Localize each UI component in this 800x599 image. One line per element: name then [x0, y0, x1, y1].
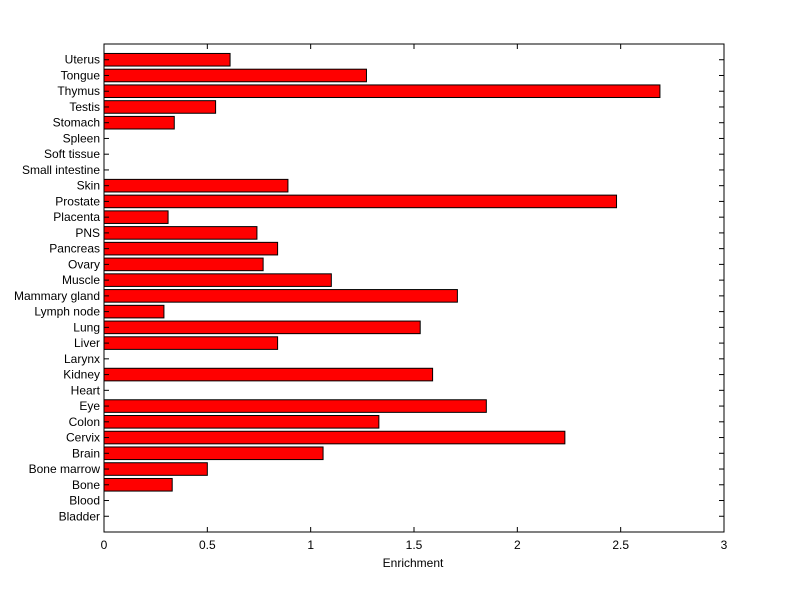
x-tick-label: 1 — [307, 538, 314, 552]
x-tick-label: 2.5 — [612, 538, 629, 552]
x-tick-label: 0.5 — [199, 538, 216, 552]
y-tick-label-testis: Testis — [69, 100, 100, 114]
bar-pns — [103, 226, 258, 240]
x-tick-labels: 0 0.5 1 1.5 2 2.5 3 — [101, 538, 728, 552]
y-tick-label-stomach: Stomach — [53, 116, 100, 130]
bar-tongue — [103, 68, 367, 83]
x-axis-title: Enrichment — [383, 556, 444, 570]
y-tick-label-brain: Brain — [72, 446, 100, 460]
bar-placenta — [103, 210, 169, 224]
y-tick-label-ovary: Ovary — [68, 257, 100, 271]
bar-brain — [103, 446, 324, 461]
bar-thymus — [103, 84, 661, 99]
bar-bone-marrow — [103, 462, 208, 476]
y-tick-label-small-intestine: Small intestine — [22, 163, 100, 177]
bar-skin — [103, 178, 289, 193]
x-tick-label: 1.5 — [406, 538, 423, 552]
y-tick-label-cervix: Cervix — [66, 431, 100, 445]
bar-cervix — [103, 430, 566, 445]
bar-pancreas — [103, 241, 279, 256]
y-tick-label-bladder: Bladder — [59, 509, 100, 523]
bar-colon — [103, 415, 380, 429]
x-tick-label: 0 — [101, 538, 108, 552]
y-tick-label-mammary-gland: Mammary gland — [14, 289, 100, 303]
y-tick-label-blood: Blood — [69, 494, 100, 508]
plot-frame — [103, 43, 725, 533]
bar-prostate — [103, 194, 618, 209]
x-tick-label: 3 — [721, 538, 728, 552]
y-tick-label-prostate: Prostate — [55, 194, 100, 208]
bar-muscle — [103, 273, 332, 287]
y-tick-label-tongue: Tongue — [61, 68, 101, 82]
y-tick-label-lymph-node: Lymph node — [34, 305, 100, 319]
bar-lung — [103, 320, 421, 335]
y-tick-label-kidney: Kidney — [63, 368, 100, 382]
y-tick-label-heart: Heart — [71, 383, 101, 397]
y-tick-label-spleen: Spleen — [63, 131, 100, 145]
y-tick-label-larynx: Larynx — [64, 352, 100, 366]
y-tick-label-bone: Bone — [72, 478, 100, 492]
bar-uterus — [103, 52, 231, 67]
y-tick-label-pns: PNS — [75, 226, 100, 240]
y-tick-label-pancreas: Pancreas — [49, 242, 100, 256]
y-tick-label-eye: Eye — [79, 399, 100, 413]
y-tick-label-skin: Skin — [77, 179, 100, 193]
bar-ovary — [103, 257, 264, 272]
y-tick-label-uterus: Uterus — [65, 53, 100, 67]
bar-liver — [103, 336, 279, 350]
y-tick-label-bone-marrow: Bone marrow — [29, 462, 101, 476]
bar-stomach — [103, 115, 175, 130]
bar-lymph-node — [103, 304, 165, 319]
y-tick-label-muscle: Muscle — [62, 273, 100, 287]
y-tick-label-thymus: Thymus — [57, 84, 100, 98]
bar-kidney — [103, 367, 434, 382]
bar-bone — [103, 477, 173, 492]
y-tick-label-colon: Colon — [69, 415, 100, 429]
x-tick-label: 2 — [514, 538, 521, 552]
bar-testis — [103, 100, 217, 114]
bar-eye — [103, 399, 487, 413]
bars — [103, 52, 661, 492]
y-tick-label-liver: Liver — [74, 336, 100, 350]
y-tick-label-lung: Lung — [73, 320, 100, 334]
y-tick-label-placenta: Placenta — [53, 210, 100, 224]
y-tick-label-soft-tissue: Soft tissue — [44, 147, 100, 161]
bar-mammary-gland — [103, 289, 458, 303]
